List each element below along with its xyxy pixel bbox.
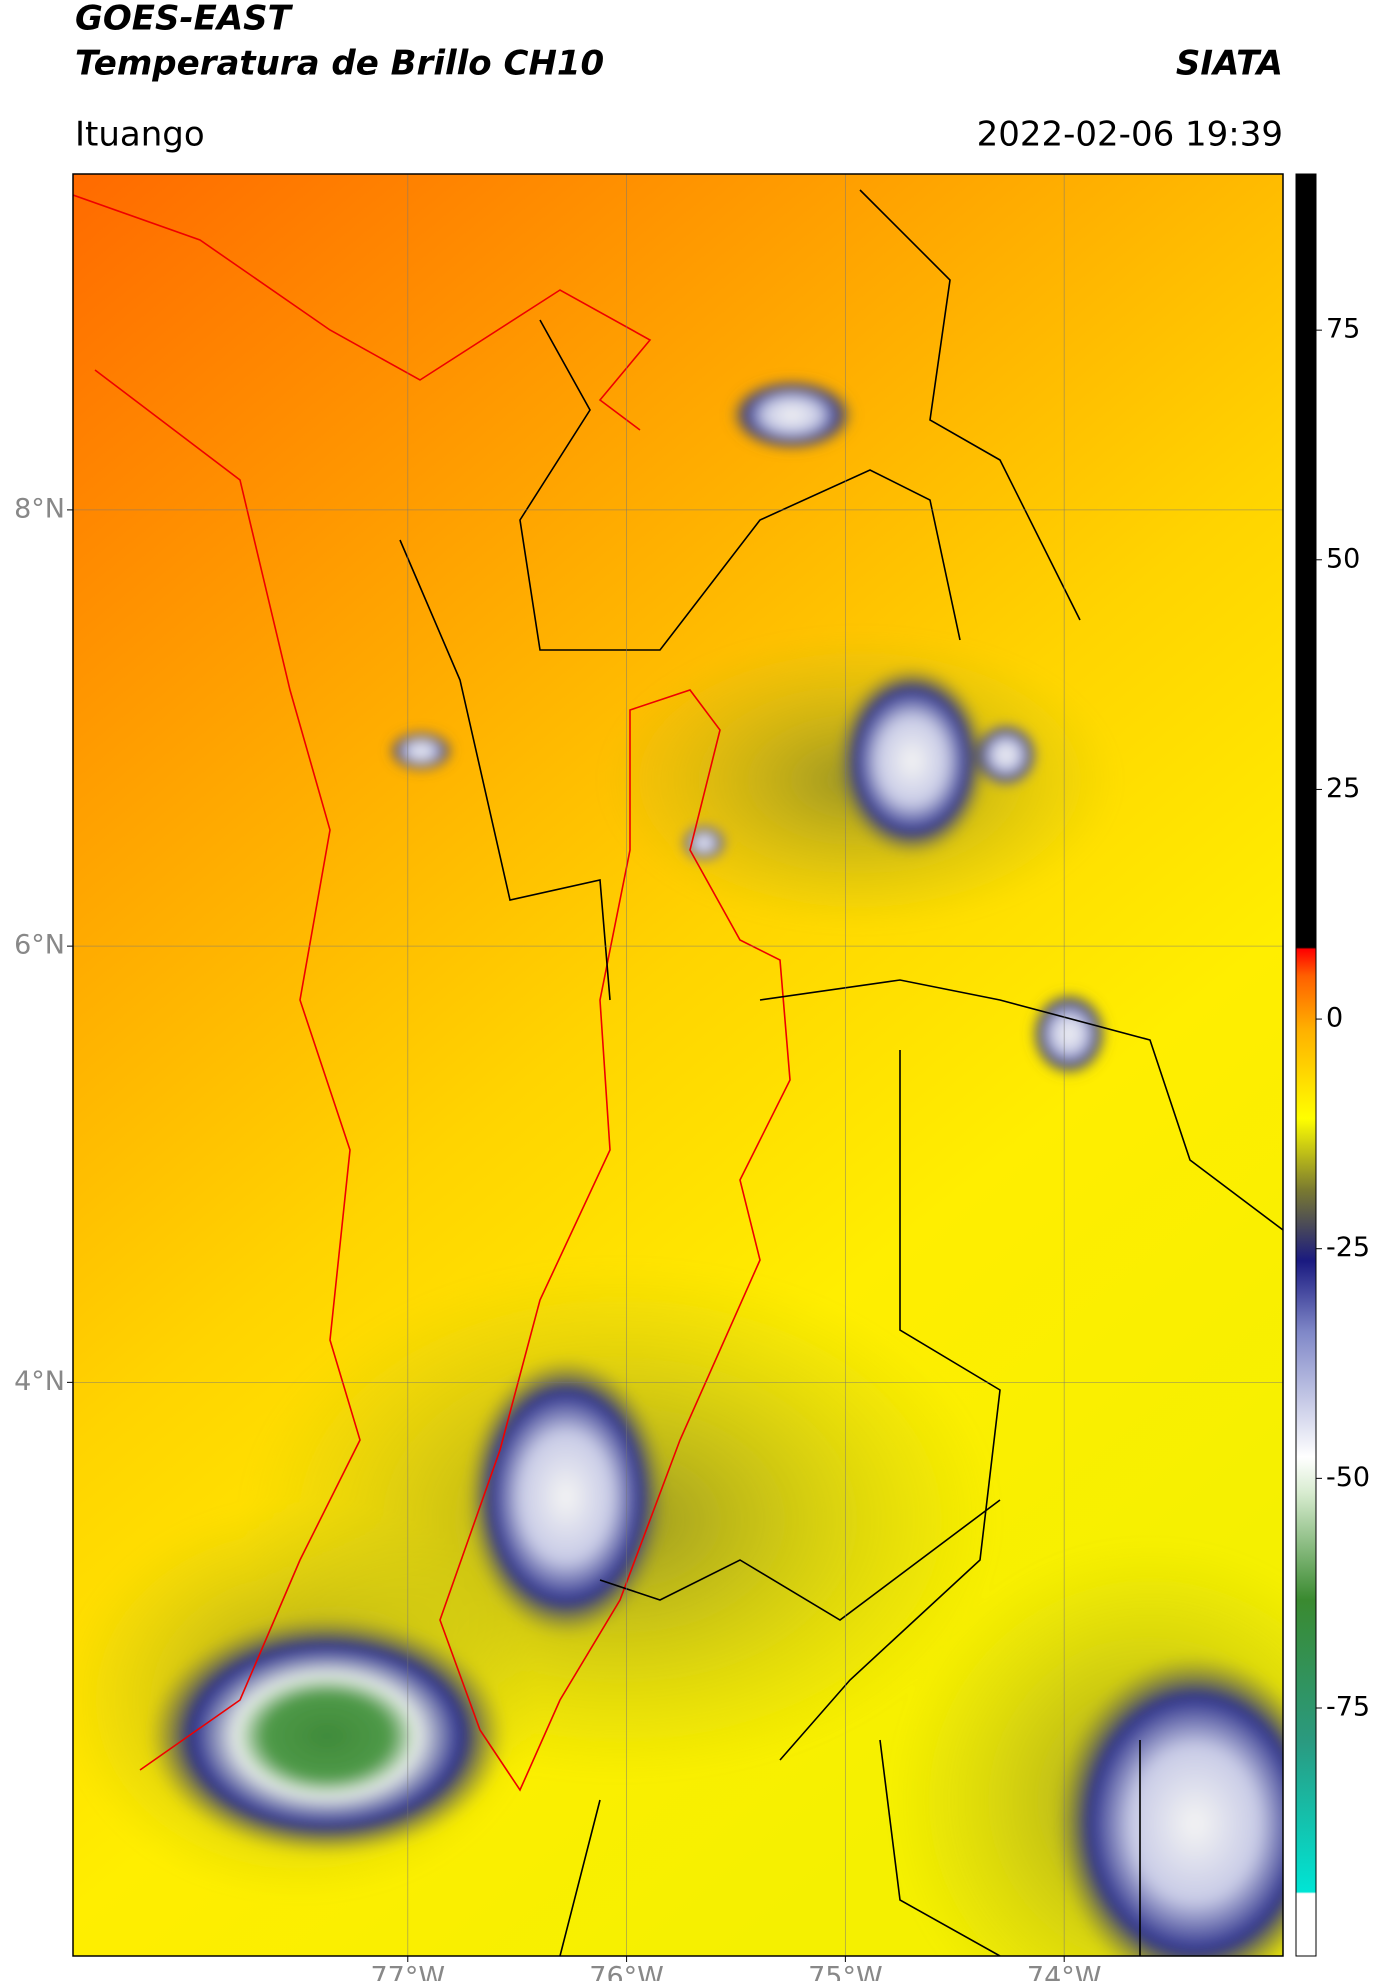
- cloud: [730, 379, 854, 451]
- colorbar-tick-label: -50: [1326, 1462, 1370, 1493]
- colorbar-tick-label: -25: [1326, 1232, 1370, 1263]
- colorbar-tick-label: 25: [1326, 773, 1360, 804]
- political-boundary: [399, 189, 1283, 1956]
- x-tick-label: 74°W: [1027, 1962, 1102, 1982]
- cloud: [837, 666, 987, 856]
- map-frame: [72, 173, 1284, 1957]
- x-tick-label: 76°W: [589, 1962, 664, 1982]
- y-tick-label: 6°N: [14, 930, 65, 961]
- cloud: [682, 825, 726, 861]
- cloud: [466, 1357, 666, 1637]
- cloud: [974, 723, 1038, 787]
- ticks: 77°W 76°W 75°W 74°W 8°N 6°N 4°N 75 50 25 0 -25 -50 -7…: [14, 314, 1370, 1985]
- source: SIATA: [1176, 44, 1283, 84]
- cloud: [147, 1616, 507, 1856]
- location: Ituango: [75, 115, 205, 155]
- map-image: [73, 174, 1283, 1956]
- coastline: [73, 194, 652, 1771]
- colorbar-tick-label: -75: [1326, 1691, 1370, 1722]
- colorbar-tick-label: 50: [1326, 543, 1360, 574]
- graticule: [73, 174, 1283, 1956]
- title: GOES-EAST: [75, 0, 294, 39]
- datetime: 2022-02-06 19:39: [977, 115, 1283, 155]
- cloud: [1055, 1654, 1283, 1956]
- y-tick-label: 4°N: [14, 1366, 65, 1397]
- cloud: [389, 731, 453, 771]
- colorbar: [1295, 173, 1317, 1957]
- colorbar-tick-label: 75: [1326, 314, 1360, 345]
- x-tick-label: 77°W: [370, 1962, 445, 1982]
- cloud-field: [73, 379, 1283, 1956]
- boundaries: [73, 189, 1283, 1956]
- y-tick-label: 8°N: [14, 493, 65, 524]
- x-tick-label: 75°W: [808, 1962, 883, 1982]
- department-boundary: [439, 689, 791, 1792]
- colorbar-tick-label: 0: [1326, 1003, 1343, 1034]
- subtitle: Temperatura de Brillo CH10: [75, 44, 604, 84]
- cloud: [1031, 992, 1107, 1076]
